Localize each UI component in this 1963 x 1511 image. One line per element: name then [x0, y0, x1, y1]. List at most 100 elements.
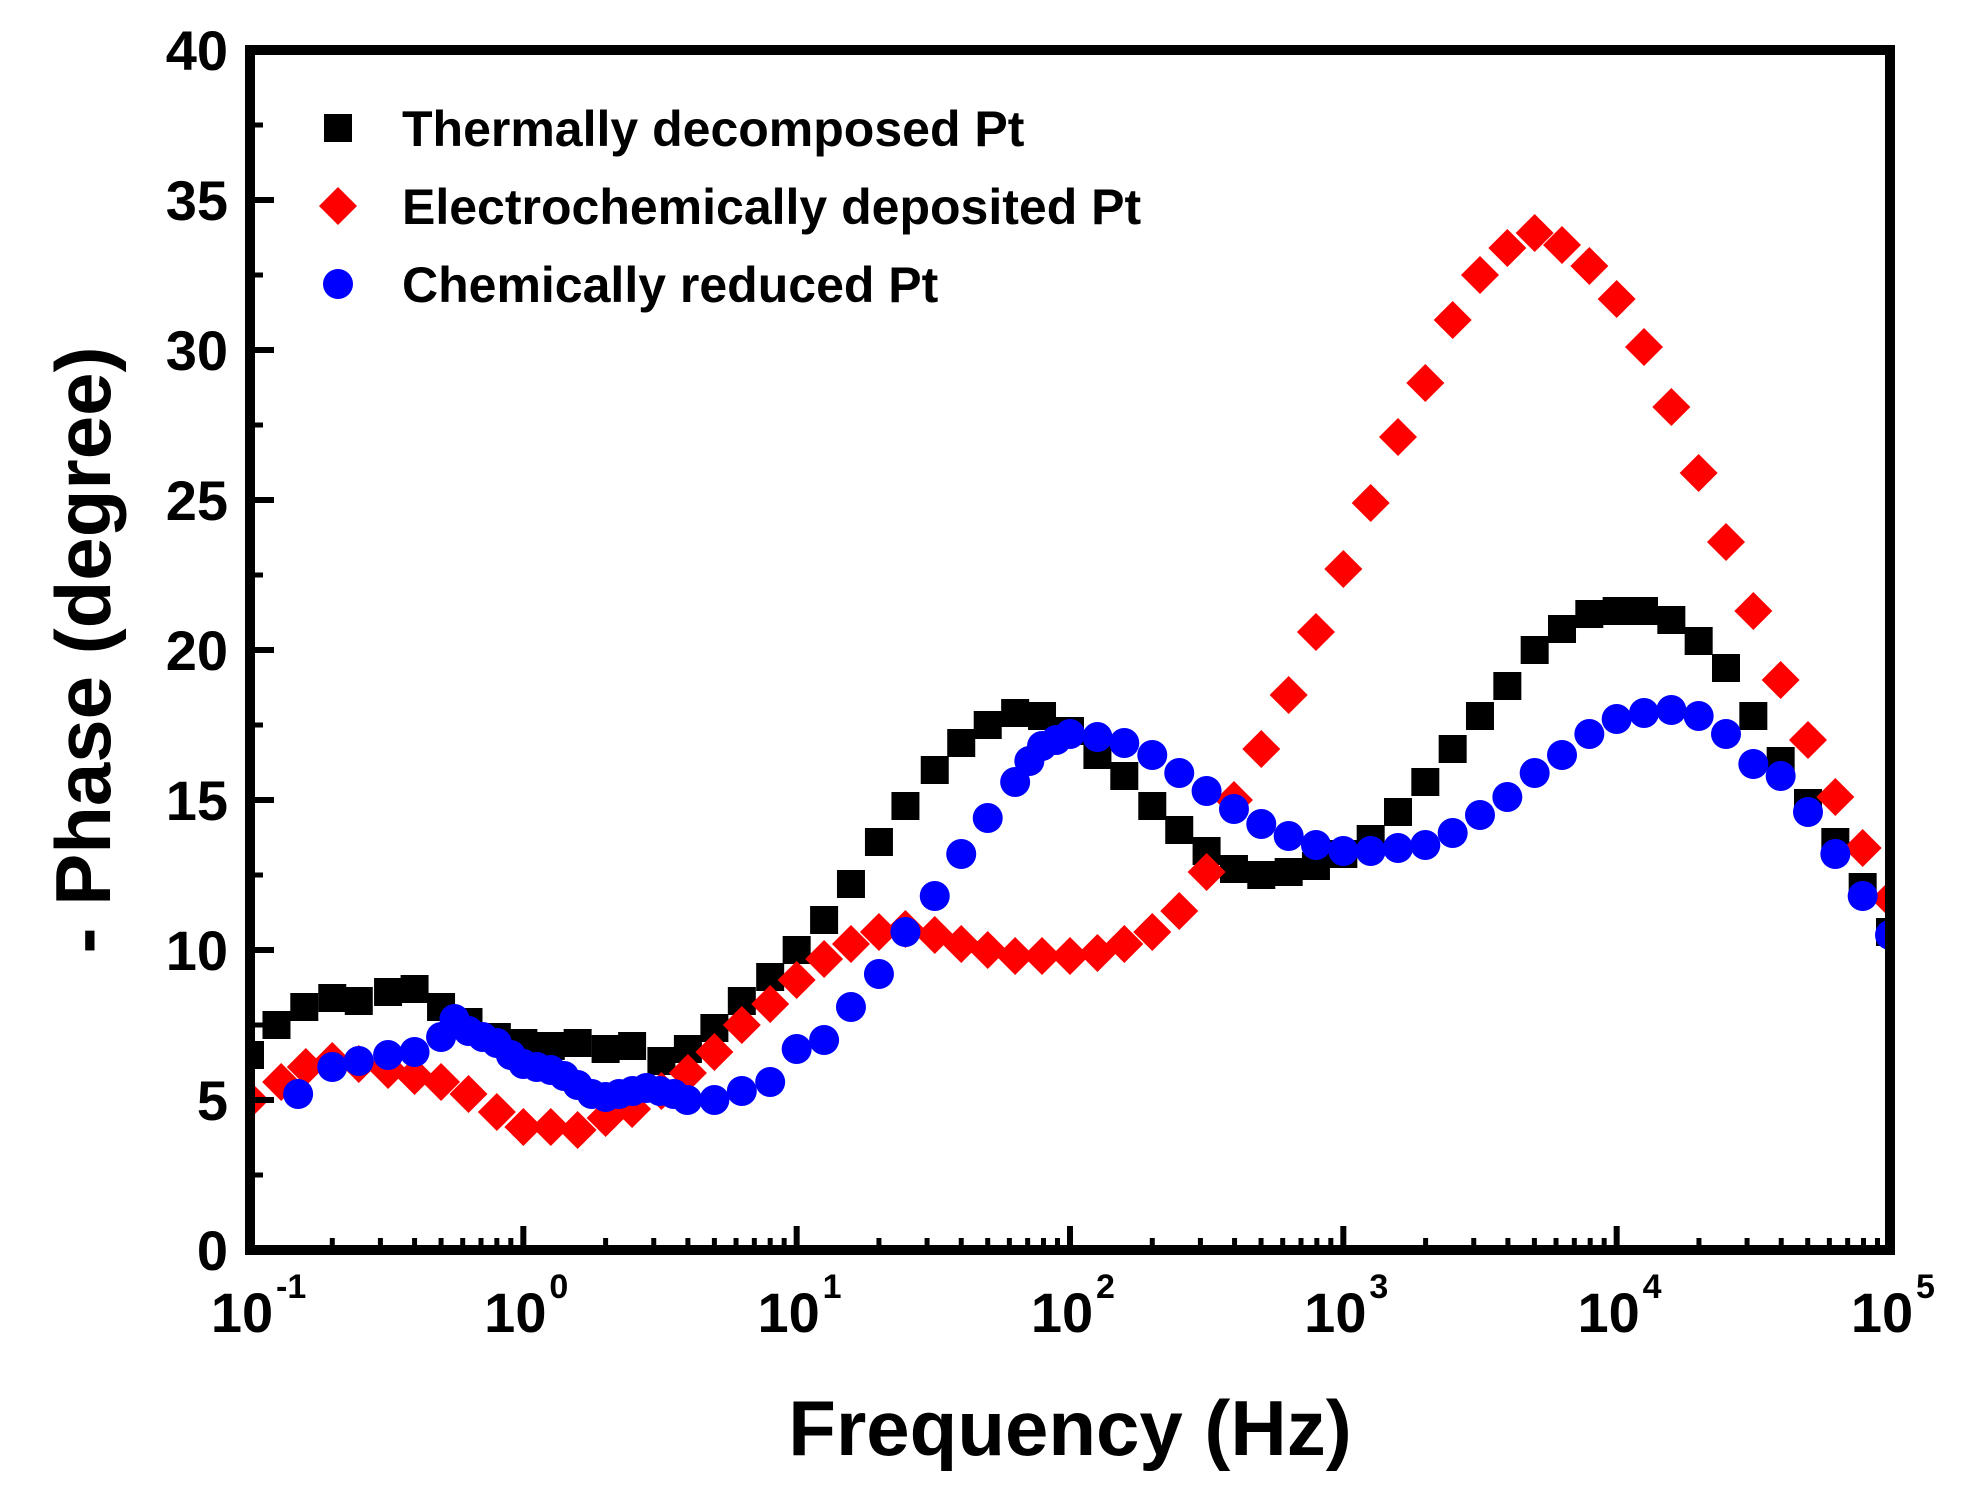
data-point: [1657, 606, 1686, 634]
y-tick-label: 25: [166, 469, 228, 532]
data-point: [920, 756, 949, 784]
x-tick-exponent: 2: [1096, 1268, 1115, 1306]
legend-label: Thermally decomposed Pt: [402, 101, 1025, 157]
data-point: [1493, 672, 1522, 700]
y-axis: 0 5 10 15 20 25 30 35 40: [166, 19, 274, 1282]
data-point: [1138, 792, 1167, 820]
data-point: [831, 925, 870, 963]
x-tick-base: 10: [758, 1281, 820, 1344]
data-point: [449, 1075, 488, 1113]
series-diamond: [250, 214, 1936, 1149]
x-tick-exponent: 5: [1916, 1268, 1935, 1306]
data-point: [1738, 749, 1769, 779]
data-point: [1761, 661, 1800, 699]
data-point: [1051, 937, 1089, 975]
legend-marker-diamond: [319, 187, 357, 225]
data-point: [864, 828, 893, 856]
data-point: [859, 913, 898, 951]
x-tick-label: 10 5: [1851, 1268, 1935, 1344]
data-point: [374, 978, 403, 1006]
data-point: [618, 1032, 647, 1060]
data-point: [318, 984, 347, 1012]
data-point: [1247, 861, 1276, 889]
data-point: [1082, 722, 1113, 752]
y-tick-label: 20: [166, 619, 228, 682]
data-point: [1296, 613, 1335, 651]
legend-marker-circle: [323, 269, 353, 299]
data-point: [1930, 1001, 1960, 1031]
data-point: [1460, 256, 1499, 294]
x-tick-exponent: 1: [823, 1268, 842, 1306]
x-tick-label: 10 -1: [211, 1268, 306, 1344]
data-point: [1656, 695, 1687, 725]
data-point: [1219, 855, 1248, 883]
data-point: [1379, 418, 1418, 456]
data-point: [422, 1063, 461, 1101]
data-point: [1273, 821, 1304, 851]
data-point: [1734, 592, 1773, 630]
data-point: [722, 1006, 761, 1044]
data-point: [809, 1025, 840, 1055]
data-point: [863, 959, 894, 989]
x-tick-base: 10: [1031, 1281, 1093, 1344]
legend-marker-square: [324, 114, 352, 142]
x-tick-base: 10: [1304, 1281, 1366, 1344]
data-point: [1548, 615, 1577, 643]
data-point: [1820, 839, 1851, 869]
x-tick-label: 10 2: [1031, 1268, 1115, 1344]
data-point: [1898, 928, 1936, 966]
x-tick-label: 10 1: [758, 1268, 842, 1344]
data-point: [781, 1034, 812, 1064]
data-point: [1384, 798, 1413, 826]
data-point: [1246, 809, 1277, 839]
data-point: [1274, 858, 1303, 886]
data-point: [805, 940, 844, 978]
data-point: [1739, 702, 1768, 730]
data-point: [1269, 676, 1308, 714]
data-point: [286, 1048, 325, 1086]
data-point: [1847, 881, 1878, 911]
data-point: [919, 881, 950, 911]
x-tick-label: 10 0: [484, 1268, 568, 1344]
data-point: [1789, 721, 1828, 759]
data-point: [1055, 719, 1085, 749]
data-point: [1575, 600, 1604, 628]
data-point: [1816, 778, 1855, 816]
data-point: [1001, 699, 1030, 727]
y-axis-title: - Phase (degree): [39, 347, 127, 954]
data-point: [1683, 701, 1714, 731]
data-point: [996, 937, 1035, 975]
legend: Thermally decomposed Pt Electrochemically…: [319, 101, 1141, 313]
data-point: [947, 729, 976, 757]
x-tick-base: 10: [1578, 1281, 1640, 1344]
data-point: [1328, 836, 1359, 866]
data-point: [1902, 965, 1932, 995]
data-point: [1164, 758, 1195, 788]
x-tick-label: 10 3: [1304, 1268, 1388, 1344]
data-point: [1570, 247, 1609, 285]
data-point: [755, 1067, 786, 1097]
data-point: [1187, 853, 1226, 891]
data-point: [1383, 833, 1414, 863]
data-point: [1218, 794, 1249, 824]
data-point: [1488, 229, 1527, 267]
data-point: [1602, 597, 1631, 625]
data-point: [973, 711, 1002, 739]
y-tick-label: 10: [166, 919, 228, 982]
x-tick-exponent: -1: [276, 1268, 306, 1306]
data-point: [504, 1108, 543, 1146]
x-tick-label: 10 4: [1578, 1268, 1662, 1344]
data-point: [695, 1033, 734, 1071]
data-point: [344, 987, 373, 1015]
data-point: [968, 931, 1007, 969]
data-point: [890, 917, 921, 947]
data-point: [1028, 702, 1057, 730]
data-point: [262, 1011, 291, 1039]
data-point: [1707, 523, 1746, 561]
data-point: [1000, 767, 1031, 797]
data-point: [1105, 925, 1144, 963]
data-point: [1597, 280, 1636, 318]
data-point: [317, 1052, 348, 1082]
data-point: [1958, 1026, 1963, 1054]
